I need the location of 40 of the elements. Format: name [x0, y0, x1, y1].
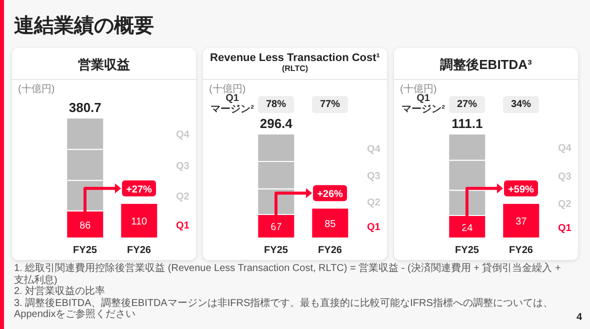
annotation: +27%	[126, 184, 152, 196]
x-tick-label: FY25	[455, 245, 480, 256]
text: 1. 総取引関連費用控除後営業収益 (Revenue Less Transaction Cost, RLTC) = 営業収益 - (決済関連費用 + 貸倒引当金繰入 + 支払利息)	[14, 263, 562, 286]
text: Q1 マージン²	[402, 93, 445, 115]
text: 3. 調整後EBITDA、調整後EBITDAマージンは非IFRS指標です。最も直接的に比較可能なIFRS指標への調整については、Appendixをご参照ください	[14, 298, 554, 320]
text: (十億円)	[209, 82, 246, 95]
text: Q1 マージン²	[210, 93, 254, 115]
x-tick-label: FY25	[73, 245, 98, 256]
text: (十億円)	[400, 82, 437, 95]
bar	[120, 202, 158, 238]
annotation: +26%	[317, 189, 344, 200]
chart-title: Revenue Less Transaction Cost¹	[210, 52, 380, 64]
text: 78%	[258, 96, 294, 113]
text: 4	[576, 312, 582, 323]
series-label: Q1	[558, 222, 572, 234]
text: 27%	[449, 96, 485, 113]
bar	[311, 208, 350, 238]
series-label: Q1	[176, 220, 190, 232]
x-tick-label: FY25	[264, 245, 288, 256]
chart-title: 営業収益	[78, 57, 130, 72]
total-label: 380.7	[68, 100, 102, 115]
text: 77%	[312, 96, 348, 113]
x-tick-label: FY26	[509, 245, 534, 256]
data-label: 110	[131, 216, 148, 228]
data-label: 85	[324, 219, 336, 230]
annotation: +59%	[508, 184, 534, 196]
series-label: Q1	[367, 222, 381, 234]
x-tick-label: FY26	[318, 245, 342, 256]
chart-title: 調整後EBITDA³	[440, 57, 532, 72]
text: 2. 対営業収益の比率	[14, 286, 106, 298]
x-tick-label: FY26	[127, 245, 152, 256]
text: (十億円)	[18, 82, 55, 96]
bar	[502, 202, 540, 238]
data-label: 86	[80, 220, 92, 232]
chart-subtitle: (RLTC)	[280, 64, 310, 73]
text: 連結業績の概要	[14, 14, 154, 39]
data-label: 37	[516, 216, 528, 228]
total-label: 296.4	[260, 116, 294, 131]
text: 34%	[503, 96, 539, 113]
total-label: 111.1	[452, 116, 483, 131]
